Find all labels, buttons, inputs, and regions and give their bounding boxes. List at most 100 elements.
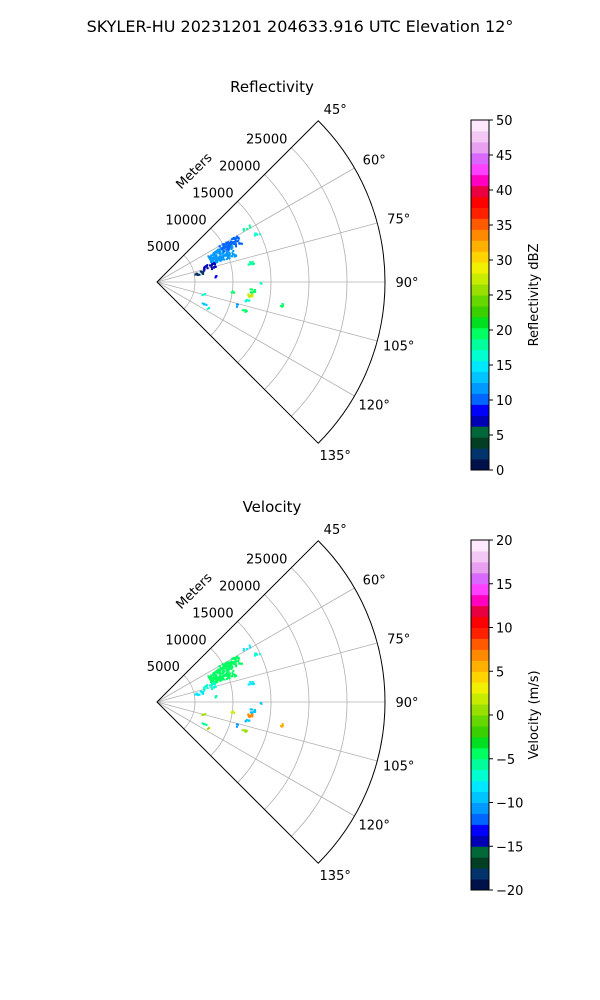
data-point bbox=[223, 667, 225, 670]
colorbar-segment bbox=[471, 824, 489, 836]
colorbar-segment bbox=[471, 415, 489, 427]
data-point bbox=[212, 266, 215, 269]
radial-tick-label: 15000 bbox=[192, 606, 233, 621]
colorbar-segment bbox=[471, 404, 489, 416]
data-point bbox=[213, 252, 216, 255]
data-point bbox=[227, 246, 230, 249]
colorbar-segment bbox=[471, 802, 489, 814]
data-point bbox=[209, 264, 212, 267]
data-point bbox=[214, 681, 217, 684]
data-point bbox=[225, 663, 228, 665]
colorbar-segment bbox=[471, 459, 489, 471]
data-point bbox=[209, 684, 212, 687]
data-point bbox=[219, 252, 222, 255]
data-point bbox=[223, 250, 225, 253]
data-point bbox=[235, 237, 238, 240]
data-point bbox=[232, 670, 235, 672]
data-point bbox=[230, 241, 233, 244]
colorbar-segment bbox=[471, 550, 489, 563]
data-point bbox=[254, 652, 257, 655]
data-point bbox=[209, 678, 211, 681]
data-point bbox=[233, 243, 236, 246]
colorbar-segment bbox=[471, 437, 489, 449]
data-point bbox=[223, 678, 226, 681]
data-point bbox=[203, 689, 206, 692]
data-point bbox=[216, 669, 219, 672]
data-point bbox=[232, 241, 235, 244]
data-point bbox=[214, 257, 217, 259]
data-point bbox=[226, 247, 229, 250]
data-point bbox=[220, 255, 222, 258]
data-point bbox=[251, 680, 254, 683]
colorbar-segment bbox=[471, 207, 489, 219]
colorbar-segment bbox=[471, 704, 489, 716]
data-point bbox=[194, 273, 197, 276]
data-point bbox=[204, 293, 207, 296]
data-point bbox=[228, 672, 231, 675]
colorbar-label: Velocity (m/s) bbox=[527, 670, 542, 759]
data-point bbox=[210, 261, 213, 264]
radial-tick-label: 10000 bbox=[165, 213, 206, 228]
data-point bbox=[205, 724, 208, 726]
data-point bbox=[222, 677, 225, 680]
data-point bbox=[216, 261, 218, 264]
data-point bbox=[203, 269, 206, 272]
data-point bbox=[244, 730, 247, 733]
data-point bbox=[222, 257, 225, 260]
data-point bbox=[228, 252, 231, 255]
data-point bbox=[221, 671, 224, 674]
data-point bbox=[208, 307, 211, 309]
data-point bbox=[242, 648, 245, 651]
colorbar-segment bbox=[471, 141, 489, 154]
colorbar-segment bbox=[471, 747, 489, 760]
data-point bbox=[246, 228, 249, 230]
data-point bbox=[203, 266, 206, 269]
data-point bbox=[216, 249, 219, 252]
data-point bbox=[217, 668, 220, 671]
data-point bbox=[251, 713, 254, 716]
colorbar-segment bbox=[471, 262, 489, 274]
data-point bbox=[231, 671, 234, 674]
data-point bbox=[228, 241, 231, 244]
colorbar-segment bbox=[471, 660, 489, 672]
data-point bbox=[227, 673, 230, 676]
data-point bbox=[214, 265, 217, 268]
data-point bbox=[218, 672, 221, 675]
data-point bbox=[219, 671, 221, 674]
data-point bbox=[221, 243, 224, 246]
data-point bbox=[225, 245, 228, 248]
data-point bbox=[235, 657, 238, 660]
data-point bbox=[218, 676, 221, 679]
colorbar-segment bbox=[471, 174, 489, 187]
colorbar-segment bbox=[471, 316, 489, 329]
data-point bbox=[219, 253, 222, 256]
colorbar-tick-label: 20 bbox=[496, 534, 513, 549]
data-point bbox=[281, 723, 284, 725]
data-point bbox=[211, 682, 214, 685]
data-point bbox=[228, 251, 231, 254]
data-point bbox=[211, 677, 214, 680]
azimuth-spoke bbox=[156, 587, 355, 703]
data-point bbox=[203, 268, 206, 271]
data-point bbox=[218, 252, 221, 255]
colorbar-tick-label: −10 bbox=[496, 797, 523, 812]
data-point bbox=[225, 253, 228, 256]
data-point bbox=[228, 671, 231, 674]
data-point bbox=[223, 254, 226, 257]
data-point bbox=[230, 665, 233, 668]
azimuth-tick-label: 90° bbox=[395, 276, 418, 291]
data-point bbox=[209, 676, 212, 679]
azimuth-tick-label: 60° bbox=[363, 154, 386, 169]
colorbar-segment bbox=[471, 682, 489, 694]
data-point bbox=[234, 240, 237, 243]
data-point bbox=[249, 261, 252, 264]
data-point bbox=[232, 250, 235, 252]
data-point bbox=[218, 665, 221, 668]
colorbar-segment bbox=[471, 360, 489, 373]
colorbar-tick-label: −20 bbox=[496, 884, 523, 899]
data-point bbox=[244, 720, 247, 723]
data-point bbox=[201, 722, 204, 725]
data-point bbox=[222, 243, 225, 246]
data-point bbox=[237, 237, 240, 240]
data-point bbox=[217, 258, 220, 261]
